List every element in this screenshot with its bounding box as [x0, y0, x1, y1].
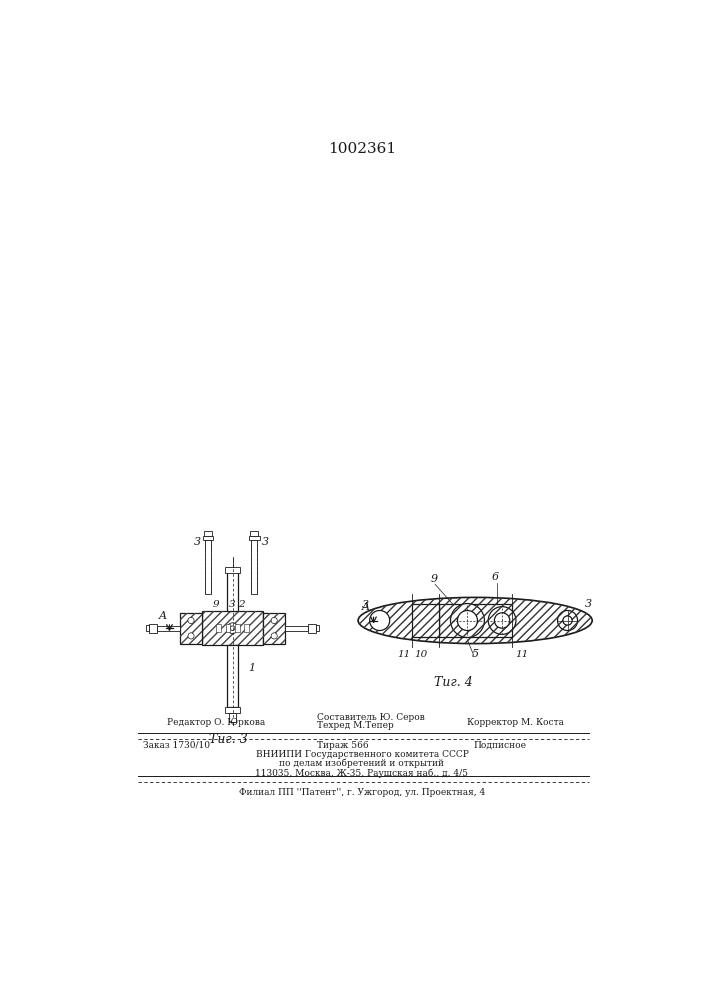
- Circle shape: [188, 617, 194, 624]
- Circle shape: [271, 633, 277, 639]
- Text: Филиал ПП ''Патент'', г. Ужгород, ул. Проектная, 4: Филиал ПП ''Патент'', г. Ужгород, ул. Пр…: [239, 788, 485, 797]
- Bar: [316, 625, 319, 631]
- Bar: [251, 558, 257, 560]
- Bar: [149, 624, 157, 633]
- Bar: [264, 613, 285, 644]
- Circle shape: [450, 604, 484, 637]
- Bar: [251, 590, 257, 593]
- Bar: [205, 540, 211, 594]
- Bar: [244, 624, 249, 632]
- Bar: [251, 577, 257, 579]
- Bar: [201, 611, 264, 645]
- Text: 10: 10: [415, 650, 428, 659]
- Bar: [180, 613, 201, 644]
- Bar: [225, 567, 240, 573]
- Text: 2: 2: [238, 600, 245, 609]
- Circle shape: [489, 607, 516, 634]
- Bar: [264, 613, 285, 644]
- Bar: [251, 572, 257, 574]
- Bar: [205, 567, 211, 570]
- Circle shape: [230, 626, 235, 631]
- Circle shape: [558, 610, 578, 631]
- Text: Τиг. 4: Τиг. 4: [434, 676, 473, 689]
- Text: 6: 6: [492, 572, 499, 582]
- Bar: [412, 604, 438, 637]
- Bar: [227, 645, 238, 707]
- Text: 1002361: 1002361: [328, 142, 396, 156]
- Text: 11: 11: [397, 650, 410, 659]
- Text: A: A: [158, 611, 167, 621]
- Bar: [205, 581, 211, 584]
- Bar: [229, 713, 236, 722]
- Bar: [251, 554, 257, 556]
- Ellipse shape: [358, 597, 592, 644]
- Bar: [205, 558, 211, 560]
- Bar: [205, 577, 211, 579]
- Text: Корректор М. Коста: Корректор М. Коста: [467, 718, 564, 727]
- Bar: [157, 626, 180, 631]
- Text: Редактор О. Юркова: Редактор О. Юркова: [167, 718, 265, 727]
- Text: 113035, Москва, Ж-35, Раушская наб., д. 4/5: 113035, Москва, Ж-35, Раушская наб., д. …: [255, 768, 469, 778]
- Text: A: A: [362, 602, 370, 612]
- Text: Составитель Ю. Серов: Составитель Ю. Серов: [317, 713, 425, 722]
- Text: 1: 1: [248, 663, 255, 673]
- Circle shape: [457, 610, 477, 631]
- Bar: [251, 563, 257, 565]
- Text: Τиг. 3: Τиг. 3: [209, 733, 248, 746]
- Text: 9: 9: [431, 574, 438, 584]
- Bar: [235, 624, 240, 632]
- Bar: [205, 586, 211, 588]
- Bar: [438, 604, 512, 637]
- Bar: [250, 531, 258, 536]
- Text: Подписное: Подписное: [474, 741, 527, 750]
- Text: 5: 5: [472, 649, 479, 659]
- Bar: [227, 571, 238, 611]
- Bar: [226, 624, 230, 632]
- Bar: [251, 544, 257, 547]
- Bar: [201, 611, 264, 645]
- Text: 9: 9: [213, 600, 219, 609]
- Bar: [205, 544, 211, 547]
- Bar: [438, 604, 512, 637]
- Bar: [251, 586, 257, 588]
- Bar: [205, 549, 211, 551]
- Bar: [205, 572, 211, 574]
- Bar: [204, 531, 212, 536]
- Text: 3: 3: [194, 537, 201, 547]
- Bar: [251, 540, 257, 594]
- Bar: [285, 626, 308, 631]
- Circle shape: [227, 623, 238, 634]
- Bar: [205, 554, 211, 556]
- Bar: [205, 590, 211, 593]
- Text: 3: 3: [362, 600, 369, 610]
- Circle shape: [494, 613, 510, 628]
- Circle shape: [370, 610, 390, 631]
- Text: 3: 3: [262, 537, 269, 547]
- Bar: [249, 536, 259, 540]
- Text: 11: 11: [515, 650, 529, 659]
- Text: 3: 3: [229, 600, 235, 609]
- Bar: [146, 625, 149, 631]
- Text: ВНИИПИ Государственного комитета СССР: ВНИИПИ Государственного комитета СССР: [255, 750, 469, 759]
- Bar: [205, 540, 211, 542]
- Bar: [251, 567, 257, 570]
- Bar: [225, 707, 240, 713]
- Bar: [308, 624, 316, 633]
- Bar: [180, 613, 201, 644]
- Bar: [203, 536, 214, 540]
- Circle shape: [271, 617, 277, 624]
- Circle shape: [188, 633, 194, 639]
- Text: Тираж 566: Тираж 566: [317, 741, 369, 750]
- Text: 3: 3: [585, 599, 592, 609]
- Circle shape: [563, 616, 572, 625]
- Bar: [251, 549, 257, 551]
- Text: по делам изобретений и открытий: по делам изобретений и открытий: [279, 759, 445, 768]
- Bar: [251, 540, 257, 542]
- Text: Техред М.Тепер: Техред М.Тепер: [317, 721, 394, 730]
- Bar: [216, 624, 221, 632]
- Bar: [205, 563, 211, 565]
- Bar: [251, 581, 257, 584]
- Text: Заказ 1730/10: Заказ 1730/10: [143, 741, 209, 750]
- Bar: [412, 604, 438, 637]
